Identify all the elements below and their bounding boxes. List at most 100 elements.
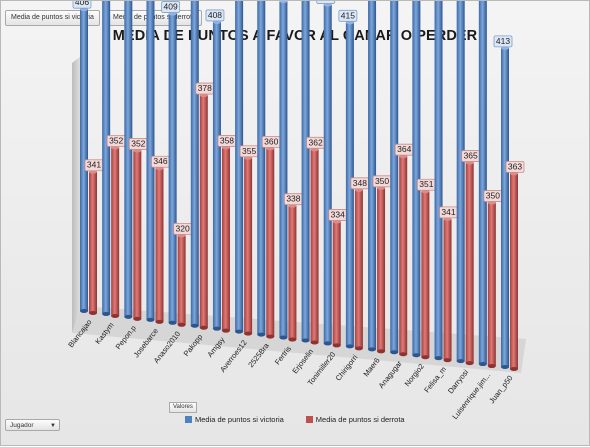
legend-label-victoria: Media de puntos si victoria <box>195 415 284 424</box>
data-label-derrota: 346 <box>151 155 170 168</box>
bar-derrota <box>199 93 208 330</box>
bar-derrota <box>155 166 164 324</box>
svg-text:320: 320 <box>176 223 190 233</box>
svg-text:352: 352 <box>109 136 123 146</box>
svg-text:352: 352 <box>131 138 145 148</box>
legend-item-derrota: Media de puntos si derrota <box>305 415 405 424</box>
data-label-derrota: 355 <box>239 145 259 158</box>
bar-derrota <box>487 200 496 369</box>
chart-side-wall <box>72 56 81 333</box>
data-label-victoria: 413 <box>493 35 513 48</box>
svg-text:413: 413 <box>496 36 510 46</box>
data-label-derrota: 320 <box>173 222 193 235</box>
bar-derrota <box>133 148 142 321</box>
data-label-derrota: 338 <box>284 193 303 206</box>
axis-field-dropdown[interactable]: Jugador ▼ <box>5 419 60 431</box>
data-label-derrota: 341 <box>439 206 458 219</box>
svg-text:346: 346 <box>153 156 167 166</box>
svg-text:348: 348 <box>353 178 367 188</box>
bar-derrota <box>221 145 230 333</box>
bar-derrota <box>266 146 275 339</box>
bar-derrota <box>354 187 363 351</box>
bar-derrota <box>332 219 341 348</box>
values-field-button[interactable]: Valores <box>169 402 197 413</box>
x-tick-label: Anagugar <box>377 359 404 391</box>
bar-victoria <box>434 1 443 361</box>
legend-swatch-derrota <box>305 416 313 423</box>
bar-victoria <box>102 1 111 316</box>
legend-item-victoria: Media de puntos si victoria <box>185 415 284 424</box>
data-label-derrota: 350 <box>483 190 503 202</box>
bar-victoria <box>412 1 421 358</box>
bar-victoria <box>301 1 310 343</box>
data-label-derrota: 362 <box>306 136 325 149</box>
svg-text:334: 334 <box>331 209 345 219</box>
bar-victoria <box>235 1 244 334</box>
svg-text:350: 350 <box>375 176 389 186</box>
data-label-derrota: 360 <box>261 135 281 148</box>
bar-derrota <box>310 147 319 345</box>
data-label-derrota: 352 <box>106 135 126 147</box>
svg-text:358: 358 <box>220 135 234 145</box>
data-label-derrota: 341 <box>84 159 104 172</box>
chevron-down-icon: ▼ <box>50 423 56 429</box>
x-tick-label: Darryosi <box>446 368 470 396</box>
svg-text:341: 341 <box>87 160 101 170</box>
svg-text:364: 364 <box>397 144 411 154</box>
bar-derrota <box>421 189 430 360</box>
chart-title: MEDIA DE PUNTOS A FAVOR AL GANAR O PERDE… <box>112 28 478 44</box>
bar-derrota <box>465 160 474 366</box>
data-label-derrota: 365 <box>461 150 481 162</box>
bar-victoria <box>279 1 288 340</box>
data-label-victoria: 415 <box>338 9 358 22</box>
filter-button-victoria[interactable]: Media de puntos si victoria <box>5 10 100 26</box>
bar-victoria <box>501 45 509 369</box>
data-label-derrota: 350 <box>372 175 392 188</box>
data-label-derrota: 348 <box>350 177 370 190</box>
data-label-derrota: 358 <box>217 135 237 147</box>
legend-swatch-victoria <box>185 416 192 423</box>
bar-victoria <box>212 19 221 331</box>
x-tick-label: Felisa_m <box>422 365 448 395</box>
legend: Media de puntos si victoria Media de pun… <box>185 415 427 424</box>
bar-derrota <box>288 203 297 342</box>
bar-derrota <box>443 216 452 363</box>
svg-text:350: 350 <box>486 191 500 201</box>
svg-text:406: 406 <box>75 1 89 7</box>
svg-text:341: 341 <box>441 207 455 217</box>
bar-victoria <box>124 1 133 319</box>
data-label-derrota: 364 <box>394 143 414 156</box>
data-label-victoria: 421 <box>316 1 336 4</box>
data-label-derrota: 351 <box>416 178 436 191</box>
bar-victoria <box>456 1 465 364</box>
svg-text:362: 362 <box>308 137 322 147</box>
svg-text:338: 338 <box>286 194 300 204</box>
svg-text:365: 365 <box>464 151 478 161</box>
bar-victoria <box>478 1 487 367</box>
bar-derrota <box>111 145 120 318</box>
svg-text:408: 408 <box>208 10 222 20</box>
data-label-derrota: 334 <box>328 209 348 221</box>
svg-text:363: 363 <box>508 161 522 171</box>
bar-victoria <box>168 11 177 325</box>
svg-text:360: 360 <box>264 136 278 146</box>
svg-text:415: 415 <box>341 10 355 20</box>
bar-victoria <box>390 1 399 355</box>
bar-victoria <box>368 1 377 352</box>
axis-field-label: Jugador <box>10 422 34 429</box>
svg-text:355: 355 <box>242 146 256 156</box>
data-label-derrota: 363 <box>505 160 525 173</box>
data-label-derrota: 352 <box>128 138 148 150</box>
bar-victoria <box>323 2 332 346</box>
x-tick-label: Maer6 <box>361 356 381 378</box>
x-tick-label: Norgio2 <box>403 362 426 388</box>
bar-victoria <box>190 1 199 328</box>
bar-derrota <box>399 154 408 357</box>
bar-derrota <box>89 169 97 315</box>
bar-derrota <box>377 185 386 354</box>
bar-victoria <box>257 1 266 337</box>
svg-text:378: 378 <box>198 83 212 93</box>
svg-text:351: 351 <box>419 179 433 189</box>
